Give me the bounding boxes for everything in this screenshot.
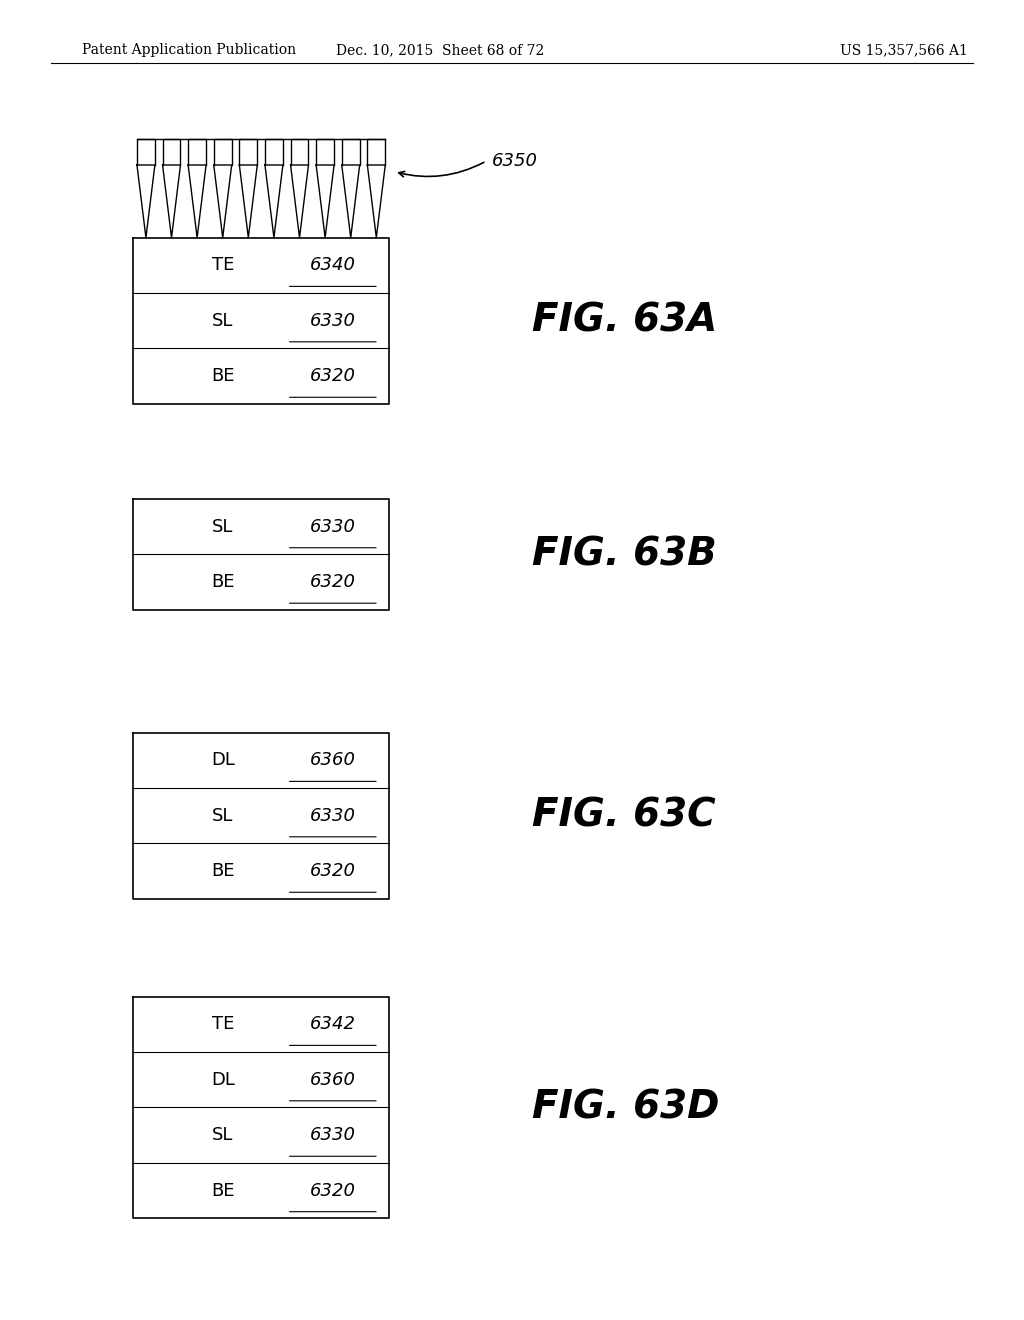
Text: DL: DL bbox=[211, 1071, 234, 1089]
Text: TE: TE bbox=[212, 1015, 233, 1034]
Text: BE: BE bbox=[211, 367, 234, 385]
Text: Patent Application Publication: Patent Application Publication bbox=[82, 44, 296, 57]
Text: SL: SL bbox=[212, 1126, 233, 1144]
Text: 6330: 6330 bbox=[310, 807, 355, 825]
Text: 6360: 6360 bbox=[310, 751, 355, 770]
Text: 6320: 6320 bbox=[310, 367, 355, 385]
Text: 6330: 6330 bbox=[310, 517, 355, 536]
Text: FIG. 63B: FIG. 63B bbox=[532, 536, 717, 573]
Text: BE: BE bbox=[211, 573, 234, 591]
Text: 6342: 6342 bbox=[310, 1015, 355, 1034]
Text: 6330: 6330 bbox=[310, 312, 355, 330]
Text: 6320: 6320 bbox=[310, 1181, 355, 1200]
Text: 6330: 6330 bbox=[310, 1126, 355, 1144]
Text: FIG. 63A: FIG. 63A bbox=[532, 302, 718, 339]
Text: TE: TE bbox=[212, 256, 233, 275]
Text: 6320: 6320 bbox=[310, 573, 355, 591]
Text: 6350: 6350 bbox=[492, 152, 538, 170]
Text: SL: SL bbox=[212, 312, 233, 330]
Text: US 15,357,566 A1: US 15,357,566 A1 bbox=[840, 44, 968, 57]
Text: Dec. 10, 2015  Sheet 68 of 72: Dec. 10, 2015 Sheet 68 of 72 bbox=[336, 44, 545, 57]
Text: 6340: 6340 bbox=[310, 256, 355, 275]
Text: BE: BE bbox=[211, 1181, 234, 1200]
Text: SL: SL bbox=[212, 517, 233, 536]
Text: FIG. 63C: FIG. 63C bbox=[532, 797, 716, 834]
Text: 6320: 6320 bbox=[310, 862, 355, 880]
Text: SL: SL bbox=[212, 807, 233, 825]
Text: BE: BE bbox=[211, 862, 234, 880]
Text: 6360: 6360 bbox=[310, 1071, 355, 1089]
Text: DL: DL bbox=[211, 751, 234, 770]
Text: FIG. 63D: FIG. 63D bbox=[532, 1089, 720, 1126]
